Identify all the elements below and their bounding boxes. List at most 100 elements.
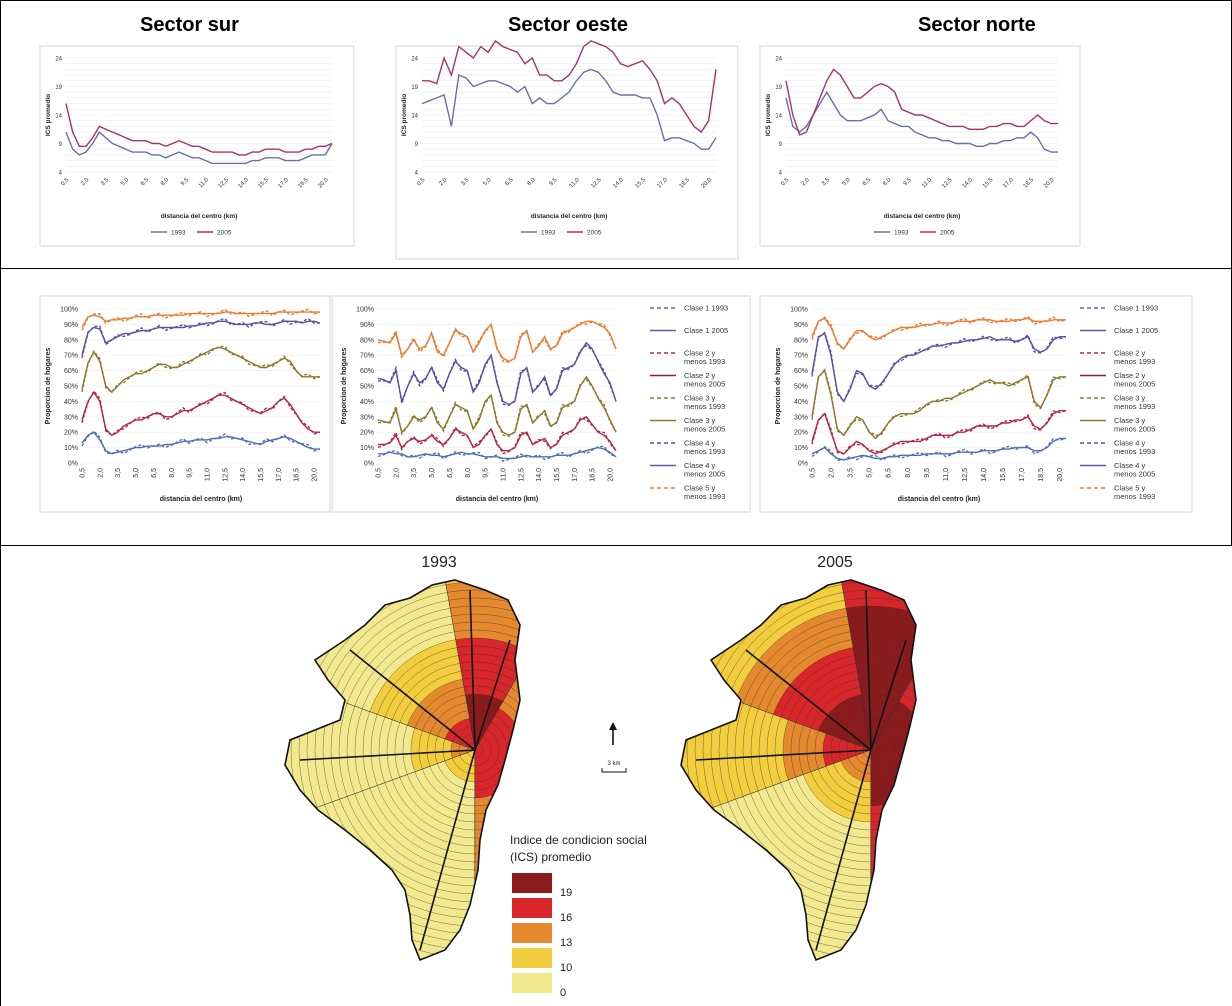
x-tick-label: 3,5 bbox=[460, 177, 471, 188]
y-tick-label: 100% bbox=[356, 307, 374, 314]
x-tick-label: 8,0 bbox=[465, 468, 472, 478]
y-tick-label: 19 bbox=[55, 85, 62, 91]
legend-label: 2005 bbox=[940, 230, 955, 237]
series-line-2005 bbox=[422, 39, 717, 134]
series-line-1993 bbox=[811, 409, 1067, 455]
legend-label: Clase 2 y bbox=[1114, 349, 1146, 358]
y-tick-label: 80% bbox=[794, 337, 808, 344]
legend-label: 0 bbox=[560, 987, 566, 999]
legend-label: Clase 3 y bbox=[1114, 394, 1146, 403]
y-tick-label: 60% bbox=[794, 368, 808, 375]
y-tick-label: 40% bbox=[64, 399, 78, 406]
y-tick-label: 30% bbox=[360, 414, 374, 421]
x-tick-label: 20,0 bbox=[312, 468, 319, 482]
legend-label: menos 1993 bbox=[684, 492, 725, 501]
x-tick-label: 5,0 bbox=[867, 468, 874, 478]
legend-label: menos 1993 bbox=[1114, 357, 1155, 366]
y-tick-label: 90% bbox=[794, 322, 808, 329]
series-line-1993 bbox=[377, 378, 617, 437]
legend-label: Clase 3 y bbox=[684, 394, 716, 403]
x-tick-label: 6,5 bbox=[140, 177, 151, 188]
series-line-1993 bbox=[811, 315, 1067, 351]
y-tick-label: 20% bbox=[794, 430, 808, 437]
x-tick-label: 3,5 bbox=[100, 177, 111, 188]
y-tick-label: 14 bbox=[775, 114, 782, 120]
table-border-top bbox=[0, 0, 1232, 1]
x-tick-label: 2,0 bbox=[97, 468, 104, 478]
legend-label: menos 2005 bbox=[684, 425, 725, 434]
legend-label: Clase 1 2005 bbox=[1114, 326, 1158, 335]
legend-label: menos 1993 bbox=[1114, 447, 1155, 456]
x-tick-label: 15,5 bbox=[258, 468, 265, 482]
series-line-1993 bbox=[377, 344, 617, 407]
legend-label: menos 1993 bbox=[1114, 402, 1155, 411]
x-tick-label: 11,0 bbox=[943, 468, 950, 481]
y-tick-label: 24 bbox=[55, 57, 62, 63]
legend-label: menos 1993 bbox=[684, 402, 725, 411]
legend-label: menos 2005 bbox=[684, 380, 725, 389]
y-tick-label: 10% bbox=[794, 445, 808, 452]
x-tick-label: 9,5 bbox=[187, 468, 194, 478]
y-axis-title: Proporcion de hogares bbox=[775, 348, 782, 425]
y-tick-label: 19 bbox=[411, 85, 418, 91]
x-tick-label: 2,0 bbox=[829, 468, 836, 478]
y-axis-title: ICS promedio bbox=[765, 94, 772, 136]
x-tick-label: 12,5 bbox=[518, 468, 525, 482]
legend-label: Clase 5 y bbox=[684, 484, 716, 493]
x-tick-label: 6,5 bbox=[886, 468, 893, 478]
legend-swatch bbox=[512, 898, 552, 918]
x-tick-label: 9,5 bbox=[549, 177, 560, 188]
map-outline bbox=[680, 579, 917, 962]
x-tick-label: 17,0 bbox=[276, 468, 283, 482]
x-tick-label: 17,0 bbox=[572, 468, 579, 482]
legend-label: Clase 3 y bbox=[1114, 416, 1146, 425]
ring-segment bbox=[870, 742, 880, 759]
legend-label: 2005 bbox=[587, 230, 602, 237]
x-tick-label: 2,0 bbox=[438, 177, 449, 188]
table-row-divider-2 bbox=[0, 545, 1232, 546]
x-tick-label: 20,0 bbox=[608, 468, 615, 482]
proportion-chart-2: 0% 10% 20% 30% 40% 50% 60% 70% 80% 90% 100% 0,5 2,0 3… bbox=[331, 295, 751, 513]
legend-label: Clase 2 y bbox=[684, 371, 716, 380]
x-tick-label: 9,5 bbox=[903, 177, 914, 188]
x-tick-label: 15,5 bbox=[1000, 468, 1007, 482]
sector-boundary bbox=[815, 749, 872, 951]
x-axis-title: distancia del centro (km) bbox=[160, 496, 242, 503]
series-line-2005 bbox=[378, 415, 617, 452]
scale-bar bbox=[601, 768, 627, 773]
series-line-2005 bbox=[785, 68, 1058, 136]
series-line-1993 bbox=[81, 308, 321, 331]
x-tick-label: 11,0 bbox=[500, 468, 507, 481]
x-tick-label: 3,5 bbox=[115, 468, 122, 478]
x-tick-label: 8,0 bbox=[160, 177, 171, 188]
y-tick-label: 4 bbox=[59, 171, 63, 177]
series-line-1993 bbox=[81, 345, 321, 394]
x-tick-label: 2,0 bbox=[393, 468, 400, 478]
legend-label: menos 2005 bbox=[684, 470, 725, 479]
map-year-1993: 1993 bbox=[421, 554, 457, 571]
x-tick-label: 3,5 bbox=[821, 177, 832, 188]
series-line-1993 bbox=[81, 430, 321, 455]
y-tick-label: 0% bbox=[364, 461, 374, 468]
legend-label: Clase 2 y bbox=[684, 349, 716, 358]
series-line-1993 bbox=[377, 445, 617, 462]
x-tick-label: 0,5 bbox=[780, 177, 791, 188]
x-tick-label: 15,5 bbox=[554, 468, 561, 482]
y-tick-label: 50% bbox=[64, 384, 78, 391]
y-tick-label: 14 bbox=[411, 114, 418, 120]
legend-label: Clase 4 y bbox=[1114, 461, 1146, 470]
proportion-chart-3: 0% 10% 20% 30% 40% 50% 60% 70% 80% 90% 100% 0,5 2,0 3… bbox=[759, 295, 1193, 513]
series-line-1993 bbox=[811, 368, 1067, 437]
x-tick-label: 6,5 bbox=[151, 468, 158, 478]
x-tick-label: 17,0 bbox=[1019, 468, 1026, 482]
legend-label: menos 2005 bbox=[1114, 470, 1155, 479]
x-tick-label: 8,0 bbox=[882, 177, 893, 188]
legend-label: Clase 4 y bbox=[684, 461, 716, 470]
x-axis-title: distancia del centro (km) bbox=[531, 213, 608, 220]
y-tick-label: 0% bbox=[68, 461, 78, 468]
y-tick-label: 9 bbox=[59, 142, 63, 148]
y-tick-label: 30% bbox=[794, 414, 808, 421]
